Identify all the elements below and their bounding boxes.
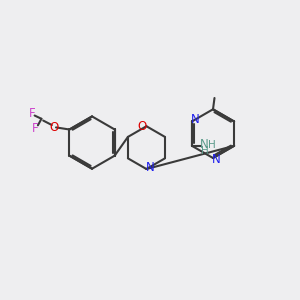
Text: N: N: [200, 138, 209, 152]
Text: F: F: [28, 107, 35, 120]
Text: H: H: [208, 140, 215, 150]
Text: O: O: [49, 121, 58, 134]
Text: N: N: [190, 113, 199, 127]
Text: F: F: [32, 122, 39, 135]
Text: O: O: [138, 120, 147, 133]
Text: H: H: [201, 146, 208, 156]
Text: N: N: [212, 153, 220, 166]
Text: N: N: [146, 161, 155, 174]
